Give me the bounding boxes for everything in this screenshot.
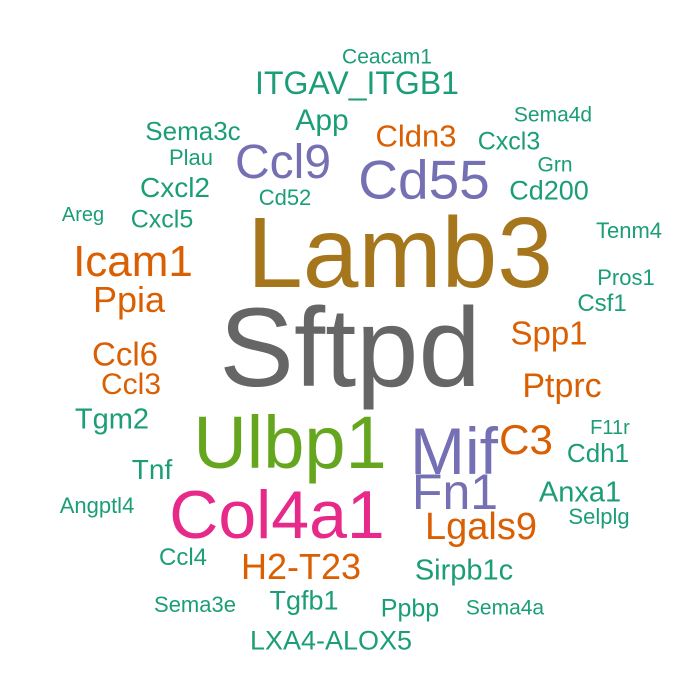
word-cdh1: Cdh1 (566, 438, 630, 468)
word-cxcl2: Cxcl2 (139, 172, 211, 203)
word-sema3c: Sema3c (145, 116, 241, 146)
word-angptl4: Angptl4 (59, 493, 135, 518)
word-cd52: Cd52 (258, 185, 312, 210)
word-sema3e: Sema3e (154, 592, 236, 617)
word-areg: Areg (61, 204, 105, 226)
word-col4a1: Col4a1 (169, 477, 385, 553)
word-cxcl5: Cxcl5 (130, 205, 194, 234)
word-cd200: Cd200 (509, 175, 589, 206)
word-ppbp: Ppbp (380, 594, 440, 623)
word-ccl9: Ccl9 (234, 136, 332, 189)
word-tgm2: Tgm2 (74, 403, 150, 436)
word-ptprc: Ptprc (522, 367, 602, 405)
word-spp1: Spp1 (510, 314, 588, 352)
word-ccl6: Ccl6 (91, 335, 159, 373)
word-c3: C3 (499, 416, 553, 463)
word-ulbp1: Ulbp1 (193, 401, 387, 484)
word-tnf: Tnf (131, 454, 173, 485)
word-sema4a: Sema4a (465, 596, 545, 620)
word-selplg: Selplg (568, 504, 630, 529)
word-cxcl3: Cxcl3 (477, 127, 541, 156)
word-lamb3: Lamb3 (247, 197, 553, 309)
word-fn1: Fn1 (411, 464, 499, 520)
word-anxa1: Anxa1 (538, 476, 622, 509)
word-itgav-itgb1: ITGAV_ITGB1 (255, 65, 459, 101)
word-tenm4: Tenm4 (595, 218, 663, 243)
word-csf1: Csf1 (577, 290, 627, 317)
word-ccl3: Ccl3 (100, 368, 162, 401)
word-pros1: Pros1 (597, 265, 655, 290)
word-h2-t23: H2-T23 (240, 546, 362, 587)
word-lxa4-alox5: LXA4-ALOX5 (249, 625, 413, 656)
word-sftpd: Sftpd (219, 285, 481, 410)
word-icam1: Icam1 (73, 237, 193, 286)
word-tgfb1: Tgfb1 (269, 585, 339, 616)
word-f11r: F11r (590, 417, 630, 439)
word-ceacam1: Ceacam1 (342, 45, 432, 69)
word-plau: Plau (168, 145, 214, 170)
word-ccl4: Ccl4 (158, 544, 208, 571)
word-sirpb1c: Sirpb1c (414, 554, 514, 587)
word-app: App (295, 104, 349, 137)
word-cd55: Cd55 (358, 148, 490, 211)
word-cldn3: Cldn3 (375, 118, 457, 154)
word-sema4d: Sema4d (513, 103, 593, 127)
word-grn: Grn (537, 153, 573, 177)
word-ppia: Ppia (92, 279, 166, 320)
word-mif: Mif (410, 414, 498, 488)
word-lgals9: Lgals9 (425, 506, 537, 548)
